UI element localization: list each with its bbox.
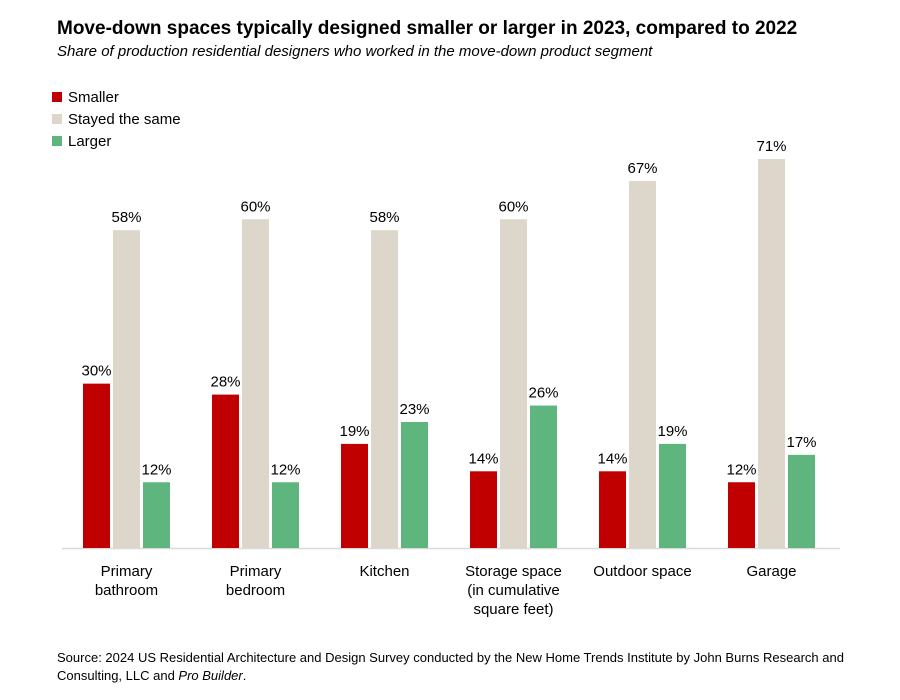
legend-label-same: Stayed the same bbox=[68, 110, 181, 128]
bar-stayed-the-same-2 bbox=[371, 230, 398, 549]
data-label-stayed-the-same-1: 60% bbox=[240, 198, 270, 215]
data-label-smaller-2: 19% bbox=[339, 423, 369, 440]
bar-smaller-2 bbox=[341, 443, 368, 548]
legend: Smaller Stayed the same Larger bbox=[52, 86, 181, 152]
data-label-larger-3: 26% bbox=[528, 385, 558, 402]
legend-item-larger: Larger bbox=[52, 130, 181, 152]
bar-larger-0 bbox=[143, 482, 170, 548]
legend-item-same: Stayed the same bbox=[52, 108, 181, 130]
data-label-smaller-1: 28% bbox=[210, 374, 240, 391]
category-label-line: bedroom bbox=[226, 582, 285, 599]
legend-label-smaller: Smaller bbox=[68, 88, 119, 106]
bar-smaller-5 bbox=[728, 482, 755, 548]
bar-stayed-the-same-0 bbox=[113, 230, 140, 549]
category-label-line: Primary bbox=[230, 563, 282, 580]
data-label-larger-4: 19% bbox=[657, 423, 687, 440]
bar-stayed-the-same-4 bbox=[629, 180, 656, 548]
source-note: Source: 2024 US Residential Architecture… bbox=[57, 649, 857, 685]
data-label-smaller-3: 14% bbox=[468, 450, 498, 467]
data-label-larger-0: 12% bbox=[141, 461, 171, 478]
category-label-line: Garage bbox=[746, 563, 796, 580]
data-label-stayed-the-same-3: 60% bbox=[498, 198, 528, 215]
legend-swatch-larger bbox=[52, 136, 62, 146]
bar-stayed-the-same-3 bbox=[500, 219, 527, 548]
category-label-5: Garage bbox=[746, 563, 796, 580]
bar-smaller-3 bbox=[470, 471, 497, 548]
bar-smaller-1 bbox=[212, 394, 239, 548]
bar-smaller-0 bbox=[83, 383, 110, 548]
category-label-3: Storage space (in cumulative square feet) bbox=[465, 563, 562, 618]
data-label-stayed-the-same-5: 71% bbox=[756, 138, 786, 155]
bar-larger-2 bbox=[401, 421, 428, 548]
legend-swatch-smaller bbox=[52, 92, 62, 102]
category-label-line: Storage space bbox=[465, 563, 562, 580]
category-label-line: square feet) bbox=[473, 601, 553, 618]
data-label-larger-2: 23% bbox=[399, 401, 429, 418]
source-end: . bbox=[242, 668, 247, 683]
bar-stayed-the-same-5 bbox=[758, 159, 785, 548]
category-label-line: bathroom bbox=[95, 582, 158, 599]
data-label-larger-5: 17% bbox=[786, 434, 816, 451]
source-publication: Pro Builder bbox=[178, 668, 243, 683]
bar-chart: 30% 58% 12% Primary bathroom 28% 60% 12% Primary… bbox=[62, 138, 840, 618]
data-label-smaller-5: 12% bbox=[726, 461, 756, 478]
data-label-stayed-the-same-4: 67% bbox=[627, 160, 657, 177]
data-label-larger-1: 12% bbox=[270, 461, 300, 478]
category-label-1: Primary bedroom bbox=[226, 563, 285, 599]
category-label-0: Primary bathroom bbox=[95, 563, 158, 599]
data-label-stayed-the-same-2: 58% bbox=[369, 209, 399, 226]
bar-larger-3 bbox=[530, 405, 557, 548]
bar-larger-5 bbox=[788, 454, 815, 548]
data-label-smaller-0: 30% bbox=[81, 363, 111, 380]
chart-title: Move-down spaces typically designed smal… bbox=[57, 18, 798, 39]
category-label-line: Outdoor space bbox=[593, 563, 691, 580]
category-label-line: Primary bbox=[101, 563, 153, 580]
legend-item-smaller: Smaller bbox=[52, 86, 181, 108]
category-label-2: Kitchen bbox=[359, 563, 409, 580]
bar-stayed-the-same-1 bbox=[242, 219, 269, 548]
bar-smaller-4 bbox=[599, 471, 626, 548]
chart-subtitle: Share of production residential designer… bbox=[57, 43, 653, 60]
legend-label-larger: Larger bbox=[68, 132, 112, 150]
category-label-line: Kitchen bbox=[359, 563, 409, 580]
category-label-line: (in cumulative bbox=[467, 582, 560, 599]
bar-larger-1 bbox=[272, 482, 299, 548]
category-label-4: Outdoor space bbox=[593, 563, 691, 580]
bar-larger-4 bbox=[659, 443, 686, 548]
legend-swatch-same bbox=[52, 114, 62, 124]
data-label-stayed-the-same-0: 58% bbox=[111, 209, 141, 226]
source-text: Source: 2024 US Residential Architecture… bbox=[57, 650, 844, 683]
data-label-smaller-4: 14% bbox=[597, 450, 627, 467]
